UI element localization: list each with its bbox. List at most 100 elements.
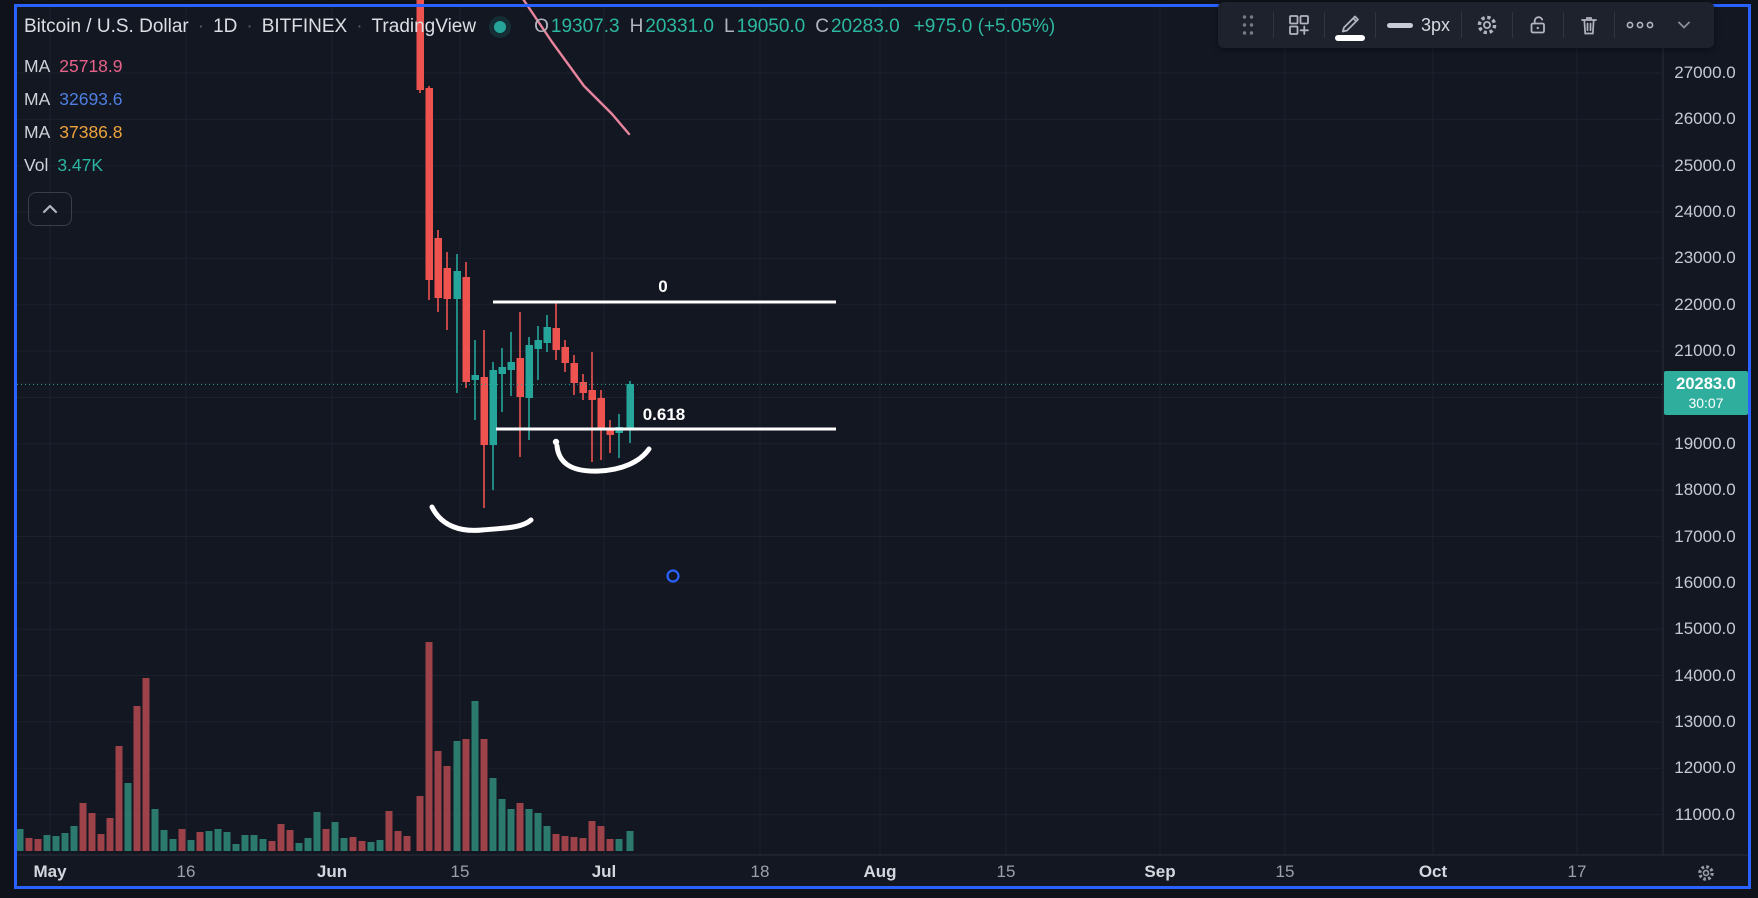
volume-bar [223,832,231,851]
line-width-button[interactable]: 3px [1379,6,1458,44]
low-label: L [723,16,735,37]
indicator-row[interactable]: Vol 3.47K [24,149,123,182]
volume-bar [331,822,339,851]
volume-bar [385,811,393,851]
layout-templates-button[interactable] [1277,6,1321,44]
title-separator: · [246,16,253,37]
volume-bar [205,831,213,851]
volume-bar [570,837,578,851]
volume-bar [43,835,51,851]
ohlc-readout: O 19307.3 H 20331.0 L 19050.0 C 20283.0 +975… [534,16,1055,38]
drag-handle-button[interactable] [1226,6,1270,44]
candle-body [425,88,433,280]
volume-bar [142,678,150,851]
toolbar-separator [1461,12,1463,38]
indicator-legend: MA 25718.9 MA 32693.6 MA 37386.8 Vol 3.47K [24,50,123,182]
price-axis-label: 22000.0 [1674,294,1736,314]
volume-bar [626,831,634,851]
settings-gear-button[interactable] [1465,6,1509,44]
legend-title-row: Bitcoin / U.S. Dollar · 1D · BITFINEX · … [24,13,1055,41]
symbol-name[interactable]: Bitcoin / U.S. Dollar [24,16,189,37]
indicator-row[interactable]: MA 25718.9 [24,50,123,83]
volume-bar [115,746,123,851]
toolbar-separator [1273,12,1274,38]
candle-body [588,390,596,400]
volume-bar [16,829,24,851]
gear-icon [1698,865,1714,881]
exchange-label: BITFINEX [261,16,348,37]
candle-body [626,384,634,430]
volume-bar [498,799,506,851]
volume-bar [241,835,249,851]
volume-bar [615,839,623,851]
indicator-row[interactable]: MA 32693.6 [24,83,123,116]
volume-bar [552,834,560,851]
volume-bar [106,818,114,851]
volume-bar [480,739,488,851]
volume-bar [425,642,433,851]
candle-body [453,271,461,299]
volume-bar [286,830,294,851]
volume-bar [295,843,303,851]
volume-bar [214,829,222,851]
volume-bar [304,838,312,851]
volume-bar [358,841,366,851]
brush-drawing[interactable] [429,504,534,533]
time-axis[interactable]: May 16 Jun 15 Jul 18 Aug 15 Sep 15 Oct 17 [14,856,1751,888]
last-price-badge[interactable]: 20283.0 30:07 [1664,371,1748,415]
high-label: H [629,16,644,37]
indicator-label: MA [24,56,51,76]
price-axis[interactable]: 27000.0 26000.0 25000.0 24000.0 23000.0 22000… [1663,7,1749,855]
low-value: 19050.0 [736,16,806,37]
trash-button[interactable] [1567,6,1611,44]
trash-icon [1577,13,1601,37]
price-axis-label: 18000.0 [1674,480,1736,500]
indicator-row[interactable]: MA 37386.8 [24,116,123,149]
volume-bar [277,824,285,851]
close-value: 20283.0 [830,16,900,37]
high-value: 20331.0 [645,16,714,37]
price-axis-label: 14000.0 [1674,665,1736,685]
brush-drawing[interactable] [554,443,652,474]
candle-body [516,358,524,397]
ma-line[interactable] [521,0,631,136]
brush-start-dot [552,438,560,446]
volume-bar [322,829,330,851]
provider-label: TradingView [371,16,477,37]
indicator-value: 32693.6 [59,89,123,109]
time-axis-label: Jul [591,862,617,881]
chevron-down-button[interactable] [1662,6,1706,44]
time-axis-label: May [33,862,67,881]
more-dots-button[interactable] [1618,6,1662,44]
market-status-dot[interactable] [489,16,512,38]
candle-body [525,345,533,398]
last-price-value: 20283.0 [1676,375,1736,393]
volume-bar [61,833,69,851]
time-axis-label: Jun [316,862,348,881]
candle-body [552,328,560,350]
candle-body [579,382,587,393]
candle-body [416,0,424,90]
volume-bar [160,830,168,851]
toolbar-separator [1375,12,1376,38]
candle-body [480,377,488,445]
toolbar-separator [1614,12,1616,38]
brush-color-button[interactable] [1328,6,1372,44]
indicator-label: Vol [24,155,49,175]
candle-body [606,428,614,435]
volume-bar [88,813,96,851]
interval-label[interactable]: 1D [213,16,238,37]
legend-collapse-button[interactable] [28,192,72,226]
axis-settings-button[interactable] [1692,859,1720,887]
price-axis-label: 23000.0 [1674,248,1736,268]
candle-body [561,347,569,363]
drawing-anchor-point[interactable] [666,569,680,583]
volume-bar [70,826,78,851]
drag-handle-icon [1241,13,1255,37]
candle-body [462,277,470,382]
candle-body [498,367,506,374]
unlock-icon [1526,13,1550,37]
open-value: 19307.3 [550,16,620,37]
unlock-button[interactable] [1516,6,1560,44]
